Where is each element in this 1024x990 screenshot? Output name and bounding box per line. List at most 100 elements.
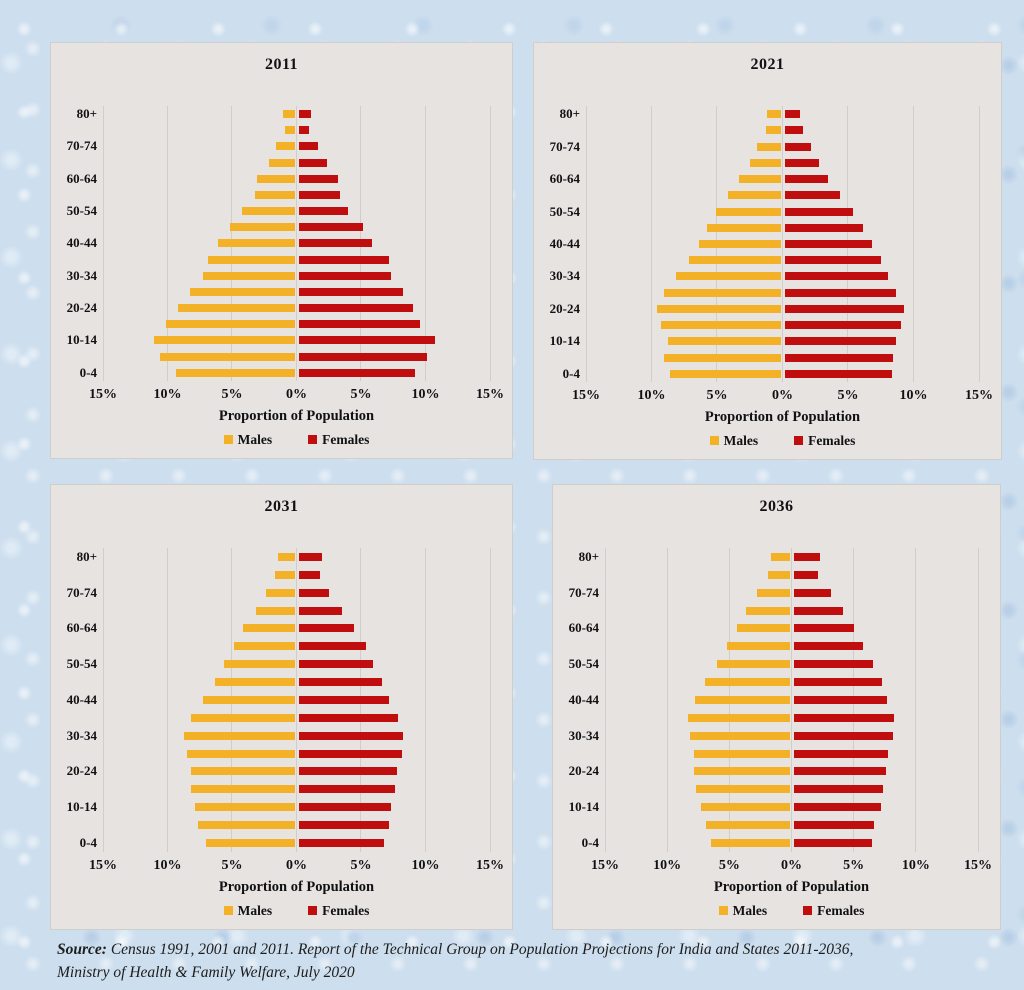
bar-females-20-24 (784, 304, 904, 313)
bar-females-70-74 (298, 142, 318, 151)
age-label-65-69 (559, 602, 605, 620)
bar-females-75-79 (298, 126, 309, 135)
pyramid-row-10-14 (586, 333, 979, 349)
bar-males-80+ (277, 552, 295, 561)
females-half (783, 317, 980, 333)
pyramid-row-0-4 (103, 365, 490, 381)
pyramid-row-80+ (586, 106, 979, 122)
legend-item-females: Females (794, 433, 855, 449)
bar-males-40-44 (695, 695, 790, 704)
x-tick-label: 15% (964, 858, 992, 873)
females-half (783, 122, 980, 138)
bar-females-5-9 (298, 821, 389, 830)
legend-swatch-females (308, 905, 318, 915)
males-half (605, 727, 792, 745)
y-axis-labels: 80+ 70-74 60-64 50-54 40-44 30-34 20-24 10-14 0-… (57, 106, 103, 381)
y-axis-labels: 80+ 70-74 60-64 50-54 40-44 30-34 20-24 10-14 0-… (57, 548, 103, 852)
age-label-55-59 (559, 637, 605, 655)
males-half (605, 566, 792, 584)
bar-males-60-64 (737, 624, 790, 633)
males-half (586, 333, 783, 349)
x-tick-label: 15% (591, 858, 619, 873)
females-half (297, 566, 491, 584)
x-axis-title: Proportion of Population (704, 409, 861, 425)
pyramid-row-0-4 (586, 366, 979, 382)
age-label-65-69 (57, 155, 103, 171)
chart-title: 2021 (750, 56, 785, 73)
age-label-35-39 (57, 252, 103, 268)
legend-swatch-males (718, 905, 728, 915)
bar-females-35-39 (784, 256, 882, 265)
plot-wrap: 80+ 70-74 60-64 50-54 40-44 30-34 20-24 10-14 0-… (57, 548, 491, 852)
legend-item-males: Males (709, 433, 758, 449)
females-half (297, 727, 491, 745)
bar-males-45-49 (707, 223, 781, 232)
age-label-80+: 80+ (76, 548, 97, 564)
bar-males-80+ (767, 110, 781, 119)
males-half (605, 816, 792, 834)
bar-males-5-9 (160, 352, 295, 361)
gridline (604, 548, 606, 852)
age-label-70-74: 70-74 (568, 584, 599, 600)
bar-males-70-74 (266, 588, 295, 597)
males-half (605, 834, 792, 852)
pyramid-row-25-29 (605, 745, 978, 763)
males-half (103, 235, 297, 251)
males-half (103, 727, 297, 745)
males-half (586, 187, 783, 203)
x-tick-label: 5% (843, 858, 865, 873)
bar-females-25-29 (784, 288, 896, 297)
age-label-40-44: 40-44 (66, 235, 97, 251)
males-half (586, 366, 783, 382)
legend-swatch-females (794, 435, 804, 445)
pyramid-row-25-29 (586, 285, 979, 301)
pyramid-row-55-59 (586, 187, 979, 203)
bar-females-45-49 (298, 223, 363, 232)
pyramid-row-80+ (103, 106, 490, 122)
age-label-15-19 (57, 316, 103, 332)
age-label-65-69 (57, 602, 103, 620)
age-label-30-34: 30-34 (66, 727, 97, 743)
age-label-35-39 (57, 709, 103, 727)
bar-males-10-14 (195, 803, 295, 812)
bar-males-25-29 (190, 287, 295, 296)
pyramid-row-10-14 (605, 798, 978, 816)
females-half (783, 138, 980, 154)
females-half (297, 365, 491, 381)
females-half (297, 602, 491, 620)
pyramid-row-50-54 (103, 655, 490, 673)
x-tick-label: 15% (89, 387, 117, 402)
males-half (103, 709, 297, 727)
bar-males-40-44 (218, 239, 295, 248)
pyramid-row-75-79 (103, 122, 490, 138)
pyramid-row-70-74 (586, 138, 979, 154)
males-half (103, 316, 297, 332)
age-label-40-44: 40-44 (66, 691, 97, 707)
females-half (297, 138, 491, 154)
y-axis-labels: 80+ 70-74 60-64 50-54 40-44 30-34 20-24 10-14 0-… (540, 106, 586, 382)
gridline (166, 106, 168, 381)
males-half (103, 548, 297, 566)
males-half (586, 155, 783, 171)
pyramid-row-60-64 (586, 171, 979, 187)
males-half (103, 252, 297, 268)
bar-females-50-54 (793, 660, 874, 669)
males-half (103, 637, 297, 655)
females-half (297, 691, 491, 709)
bar-males-20-24 (191, 767, 295, 776)
bar-females-75-79 (784, 126, 803, 135)
females-half (297, 584, 491, 602)
bar-males-0-4 (711, 838, 790, 847)
males-half (103, 691, 297, 709)
males-half (586, 317, 783, 333)
bar-females-0-4 (784, 369, 892, 378)
bar-males-25-29 (693, 749, 790, 758)
x-tick-label: 10% (411, 858, 440, 873)
legend-swatch-males (709, 435, 719, 445)
males-half (586, 252, 783, 268)
bar-females-35-39 (793, 713, 895, 722)
bar-females-80+ (793, 552, 820, 561)
males-half (103, 584, 297, 602)
gridline (102, 106, 104, 381)
